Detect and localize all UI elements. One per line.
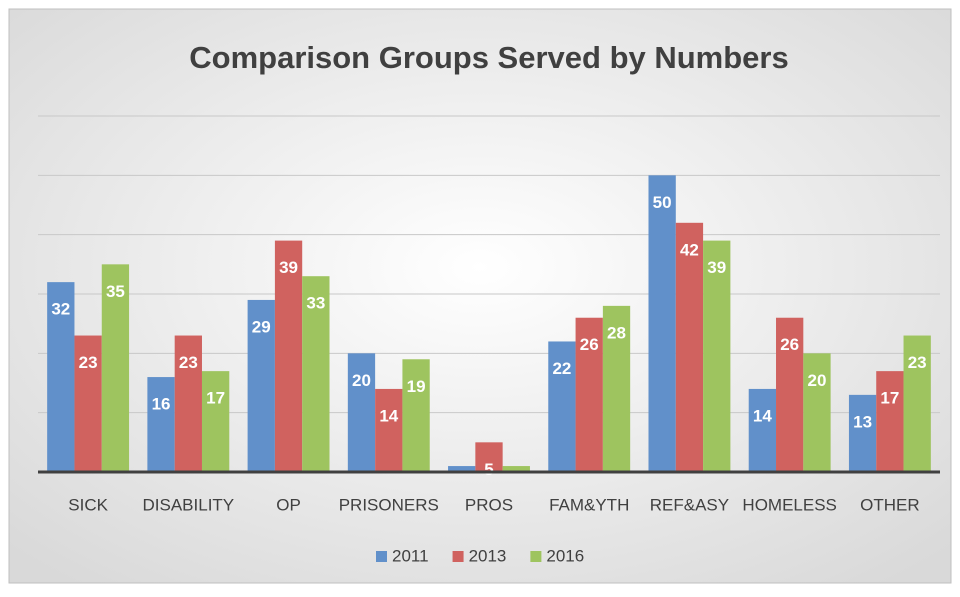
bar (703, 240, 731, 472)
data-label: 20 (808, 371, 827, 390)
data-label: 19 (407, 377, 426, 396)
legend-label: 2011 (392, 546, 429, 565)
bar (201, 371, 230, 472)
bar (575, 317, 603, 472)
legend-label: 2013 (469, 546, 507, 565)
legend-swatch (452, 551, 464, 562)
bar (776, 317, 804, 472)
data-label: 32 (51, 300, 70, 319)
bar (302, 276, 330, 472)
legend-swatch (530, 551, 542, 562)
bar (602, 305, 631, 472)
bar (47, 282, 75, 472)
data-label: 16 (152, 395, 171, 414)
x-tick-label: SICK (68, 495, 108, 514)
x-tick-label: FAM&YTH (549, 495, 629, 514)
bar (347, 353, 376, 472)
data-label: 17 (880, 389, 899, 408)
bar (748, 388, 777, 472)
x-tick-label: PRISONERS (339, 495, 439, 514)
data-label: 23 (79, 353, 98, 372)
x-tick-label: REF&ASY (650, 495, 729, 514)
legend-swatch (376, 551, 387, 562)
bar (548, 341, 576, 472)
data-label: 29 (252, 317, 271, 336)
data-label: 26 (780, 335, 799, 354)
x-tick-label: HOMELESS (742, 495, 836, 514)
x-tick-label: PROS (465, 495, 513, 514)
bar (675, 222, 704, 472)
chart-title: Comparison Groups Served by Numbers (189, 40, 788, 75)
bar (402, 359, 430, 472)
data-label: 17 (206, 389, 225, 408)
bar (648, 175, 676, 473)
data-label: 33 (306, 294, 325, 313)
bar (174, 335, 202, 472)
bar (903, 335, 931, 472)
data-label: 28 (607, 323, 626, 342)
data-label: 50 (653, 193, 672, 212)
bar (803, 353, 831, 472)
chart-background (8, 8, 952, 584)
data-label: 39 (279, 258, 298, 277)
data-label: 13 (853, 412, 872, 431)
bar (247, 299, 275, 472)
bar (101, 264, 130, 472)
data-label: 35 (106, 282, 125, 301)
bar (147, 377, 175, 472)
data-label: 5 (484, 460, 493, 479)
bar (74, 335, 102, 472)
bar (375, 388, 403, 472)
x-tick-label: OP (276, 495, 301, 514)
data-label: 39 (707, 258, 726, 277)
data-label: 22 (552, 359, 571, 378)
x-tick-label: DISABILITY (143, 495, 235, 514)
data-label: 20 (352, 371, 371, 390)
bar (448, 466, 476, 472)
bar (475, 442, 503, 472)
data-label: 23 (908, 353, 927, 372)
bar (274, 240, 303, 472)
legend-label: 2016 (546, 546, 584, 565)
data-label: 14 (379, 406, 398, 425)
data-label: 14 (753, 406, 772, 425)
data-label: 42 (680, 240, 699, 259)
data-label: 26 (580, 335, 599, 354)
data-label: 23 (179, 353, 198, 372)
bar (502, 466, 530, 472)
bar (848, 394, 877, 472)
bar (876, 371, 904, 472)
x-tick-label: OTHER (860, 495, 920, 514)
